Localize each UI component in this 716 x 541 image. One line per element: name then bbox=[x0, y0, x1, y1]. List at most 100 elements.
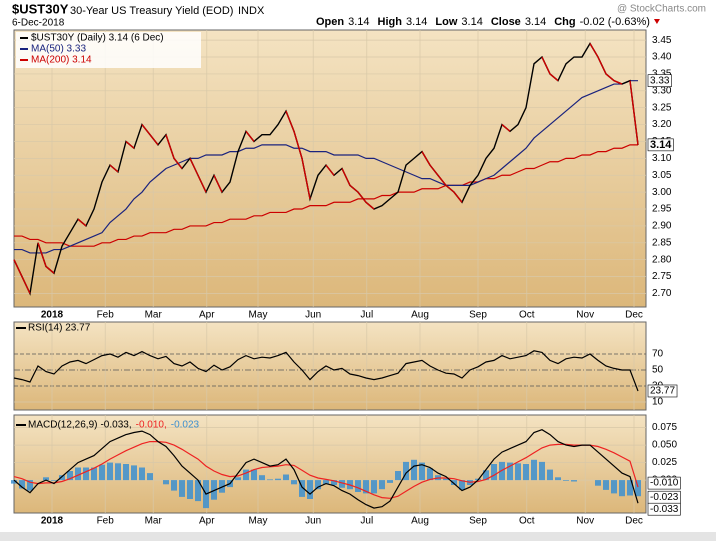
down-segment bbox=[421, 151, 431, 166]
legend-label: MA(200) 3.14 bbox=[31, 55, 92, 66]
y-tick-label: 10 bbox=[652, 397, 664, 408]
y-tick-label: 3.00 bbox=[652, 187, 672, 198]
x-tick-label: Feb bbox=[97, 310, 115, 321]
y-tick-label: 2.80 bbox=[652, 254, 672, 265]
x-tick-label: Aug bbox=[411, 516, 429, 527]
histogram-bar bbox=[387, 480, 393, 483]
x-tick-label: Apr bbox=[199, 310, 215, 321]
value-badge: -0.033 bbox=[650, 504, 679, 515]
down-segment bbox=[349, 184, 359, 193]
quote-label: High bbox=[378, 16, 403, 28]
histogram-bar bbox=[339, 480, 345, 488]
line bbox=[14, 80, 638, 254]
value-badge: -0.010 bbox=[650, 478, 679, 489]
histogram-bar bbox=[171, 480, 177, 491]
down-segment bbox=[453, 191, 463, 203]
down-segment bbox=[341, 168, 351, 186]
histogram-bar bbox=[547, 469, 553, 481]
histogram-bar bbox=[443, 478, 449, 481]
date: 6-Dec-2018 bbox=[12, 18, 65, 29]
histogram-bar bbox=[523, 464, 529, 481]
x-tick-label: Sep bbox=[469, 516, 487, 527]
quote-value: 3.14 bbox=[348, 16, 369, 28]
down-segment bbox=[549, 73, 559, 82]
histogram-bar bbox=[43, 477, 49, 481]
y-tick-label: 3.25 bbox=[652, 102, 672, 113]
down-segment bbox=[445, 184, 455, 193]
histogram-bar bbox=[67, 471, 73, 481]
quote-label: Close bbox=[491, 16, 521, 28]
x-tick-label: Apr bbox=[199, 516, 215, 527]
histogram-bar bbox=[115, 463, 121, 481]
quote-value: 3.14 bbox=[406, 16, 427, 28]
histogram-bar bbox=[531, 459, 537, 481]
down-segment bbox=[285, 110, 295, 132]
down-segment bbox=[77, 218, 87, 227]
down-segment bbox=[245, 130, 255, 142]
value-badge: 3.33 bbox=[650, 75, 670, 86]
y-tick-label: 3.45 bbox=[652, 35, 672, 46]
histogram-bar bbox=[291, 480, 297, 485]
y-tick-label: 3.35 bbox=[652, 69, 672, 80]
y-tick-label: 3.20 bbox=[652, 119, 672, 130]
histogram-bar bbox=[179, 480, 185, 497]
x-tick-label: Jun bbox=[305, 516, 321, 527]
quote-label: Chg bbox=[554, 16, 575, 28]
histogram-bar bbox=[243, 469, 249, 481]
y-tick-label: 2.70 bbox=[652, 288, 672, 299]
y-tick-label: 0.025 bbox=[652, 457, 677, 468]
histogram-bar bbox=[483, 470, 489, 481]
down-segment bbox=[125, 140, 135, 149]
histogram-bar bbox=[147, 473, 153, 481]
badge-box bbox=[647, 476, 681, 490]
legend-box bbox=[16, 32, 201, 68]
down-segment bbox=[189, 158, 199, 176]
histogram-bar bbox=[363, 480, 369, 494]
histogram-bar bbox=[275, 478, 281, 481]
down-segment bbox=[109, 164, 119, 173]
histogram-bar bbox=[315, 480, 321, 490]
histogram-bar bbox=[395, 471, 401, 481]
x-tick-label: Nov bbox=[576, 310, 594, 321]
panel-label: RSI(14) 23.77 bbox=[28, 323, 91, 334]
x-tick-label: May bbox=[249, 516, 268, 527]
x-tick-label: Oct bbox=[519, 310, 535, 321]
y-tick-label: 3.10 bbox=[652, 153, 672, 164]
x-tick-label: 2018 bbox=[41, 516, 64, 527]
histogram-bar bbox=[379, 480, 385, 490]
down-segment bbox=[165, 134, 175, 159]
x-tick-label: Feb bbox=[97, 516, 115, 527]
histogram-bar bbox=[51, 480, 57, 481]
y-tick-label: 3.30 bbox=[652, 85, 672, 96]
histogram-bar bbox=[163, 480, 169, 485]
histogram-bar bbox=[419, 462, 425, 481]
histogram-bar bbox=[611, 480, 617, 494]
histogram-bar bbox=[451, 480, 457, 485]
value-badge: 3.14 bbox=[650, 139, 672, 151]
down-segment bbox=[605, 73, 615, 82]
down-segment bbox=[365, 201, 375, 210]
histogram-bar bbox=[323, 480, 329, 485]
histogram-bar bbox=[331, 480, 337, 485]
histogram-bar bbox=[515, 463, 521, 481]
histogram-bar bbox=[507, 462, 513, 481]
histogram-bar bbox=[459, 480, 465, 490]
histogram-bar bbox=[11, 480, 17, 484]
legend-label: -0.033, bbox=[100, 420, 131, 431]
histogram-bar bbox=[91, 467, 97, 481]
x-tick-label: Aug bbox=[411, 310, 429, 321]
histogram-bar bbox=[59, 475, 65, 481]
histogram-bar bbox=[259, 475, 265, 481]
histogram-bar bbox=[491, 464, 497, 481]
histogram-bar bbox=[99, 464, 105, 481]
value-badge: 23.77 bbox=[650, 386, 675, 397]
x-tick-label: Jul bbox=[360, 310, 373, 321]
y-tick-label: 0.050 bbox=[652, 440, 677, 451]
line bbox=[13, 350, 639, 392]
histogram-bar bbox=[539, 461, 545, 481]
histogram-bar bbox=[371, 480, 377, 494]
down-segment bbox=[541, 56, 551, 75]
line bbox=[13, 429, 639, 509]
y-tick-label: 3.05 bbox=[652, 170, 672, 181]
